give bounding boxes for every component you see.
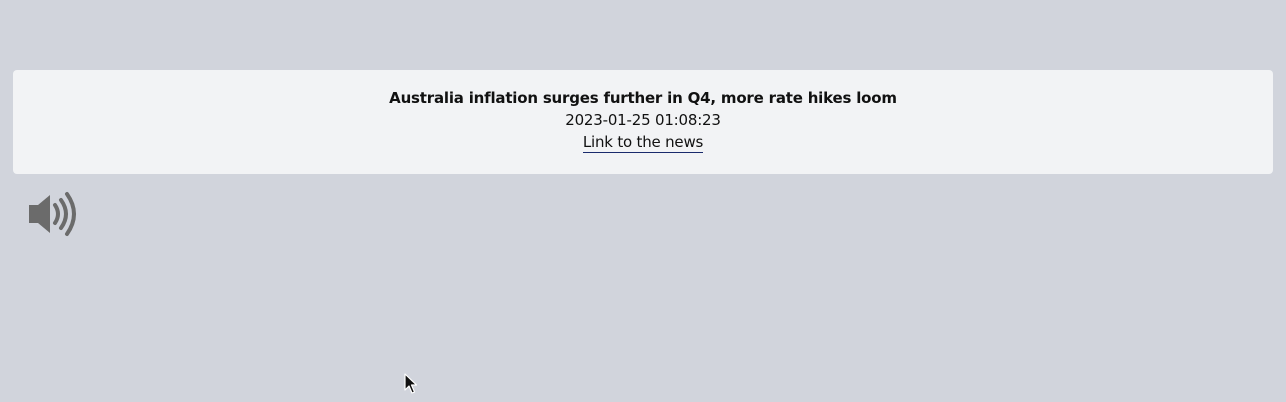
news-link[interactable]: Link to the news [582,133,704,153]
news-timestamp: 2023-01-25 01:08:23 [565,111,721,129]
news-headline: Australia inflation surges further in Q4… [389,89,897,107]
news-card: Australia inflation surges further in Q4… [13,70,1273,174]
mouse-pointer-icon [404,373,418,395]
speaker-icon[interactable] [27,190,81,238]
